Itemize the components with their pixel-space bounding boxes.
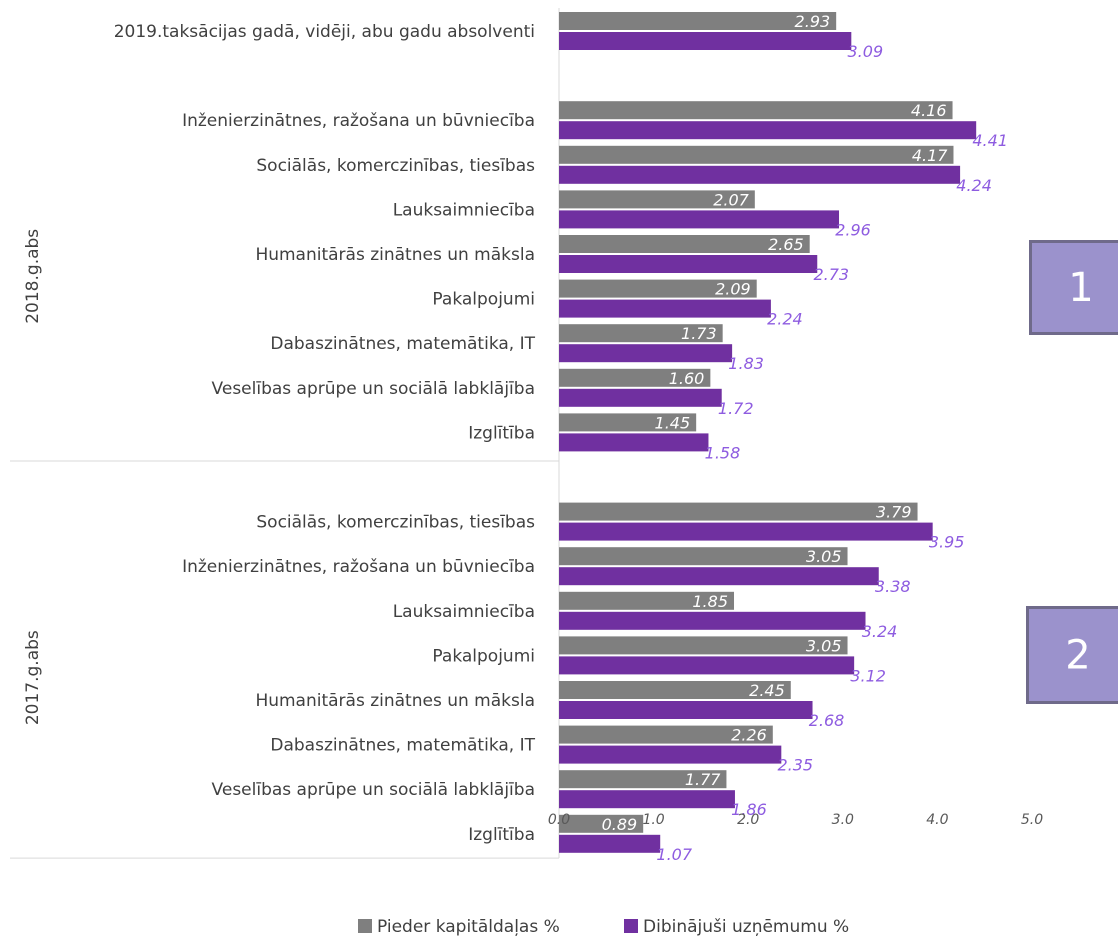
category-label: Izglītība [468, 423, 535, 443]
bar-series-b [559, 433, 708, 451]
data-label-series-b: 4.24 [956, 176, 992, 195]
data-label-series-b: 1.83 [728, 354, 764, 373]
x-tick-label: 3.0 [832, 812, 854, 828]
data-label-series-a: 2.45 [749, 681, 785, 700]
category-label: 2019.taksācijas gadā, vidēji, abu gadu a… [114, 22, 535, 42]
data-label-series-b: 4.41 [972, 131, 1008, 150]
category-label: Veselības aprūpe un sociālā labklājība [212, 379, 535, 399]
bar-series-b [559, 790, 735, 808]
bar-series-b [559, 166, 960, 184]
bar-series-b [559, 567, 879, 585]
data-label-series-a: 0.89 [602, 815, 638, 834]
data-label-series-b: 3.09 [848, 42, 884, 61]
data-label-series-b: 1.07 [656, 845, 692, 864]
bar-series-b [559, 255, 817, 273]
bar-series-b [559, 32, 851, 50]
data-label-series-b: 1.58 [705, 443, 741, 462]
data-label-series-a: 2.65 [768, 235, 804, 254]
category-label: Humanitārās zinātnes un māksla [255, 245, 535, 265]
data-label-series-a: 1.85 [692, 592, 728, 611]
bar-series-b [559, 121, 976, 139]
x-tick-label: 4.0 [926, 812, 948, 828]
data-label-series-b: 2.68 [809, 711, 845, 730]
x-tick-label: 0.0 [548, 812, 570, 828]
bar-series-b [559, 210, 839, 228]
bar-series-b [559, 746, 781, 764]
bar-series-b [559, 389, 722, 407]
group-label: 2017.g.abs [23, 630, 43, 725]
legend-swatch-series-a [358, 919, 372, 933]
bar-series-a [559, 503, 918, 521]
category-label: Izglītība [468, 825, 535, 845]
data-label-series-b: 2.35 [777, 756, 813, 775]
data-label-series-b: 2.73 [813, 265, 849, 284]
data-label-series-a: 1.77 [685, 770, 721, 789]
category-label: Sociālās, komerczinības, tiesības [256, 513, 535, 533]
legend-label-series-b: Dibinājuši uzņēmumu % [643, 917, 849, 937]
data-label-series-a: 1.45 [655, 413, 691, 432]
bar-series-b [559, 701, 813, 719]
data-label-series-b: 2.96 [835, 220, 871, 239]
legend-label-series-a: Pieder kapitāldaļas % [377, 917, 560, 937]
legend-swatch-series-b [624, 919, 638, 933]
data-label-series-a: 2.09 [715, 280, 751, 299]
data-label-series-b: 3.38 [875, 577, 911, 596]
data-label-series-b: 3.12 [850, 666, 886, 685]
data-label-series-b: 3.95 [929, 533, 965, 552]
data-label-series-a: 3.05 [806, 636, 842, 655]
category-label: Veselības aprūpe un sociālā labklājība [212, 780, 535, 800]
x-tick-label: 5.0 [1021, 812, 1043, 828]
bar-series-b [559, 835, 660, 853]
data-label-series-b: 2.24 [767, 310, 803, 329]
bar-series-a [559, 146, 953, 164]
bar-series-b [559, 523, 933, 541]
data-label-series-a: 3.79 [876, 503, 912, 522]
data-label-series-a: 4.16 [911, 101, 947, 120]
badge-number: 2 [1065, 633, 1090, 679]
category-label: Sociālās, komerczinības, tiesības [256, 156, 535, 176]
category-label: Dabaszinātnes, matemātika, IT [270, 736, 535, 756]
x-tick-label: 1.0 [642, 812, 664, 828]
bar-series-b [559, 656, 854, 674]
data-label-series-a: 2.26 [731, 726, 767, 745]
x-tick-label: 2.0 [737, 812, 759, 828]
data-label-series-b: 1.72 [718, 399, 754, 418]
bar-series-b [559, 344, 732, 362]
bar-series-a [559, 636, 848, 654]
data-label-series-b: 3.24 [862, 622, 898, 641]
data-label-series-a: 2.07 [713, 190, 749, 209]
data-label-series-a: 1.60 [669, 369, 705, 388]
category-label: Inženierzinātnes, ražošana un būvniecība [182, 111, 535, 131]
category-label: Humanitārās zinātnes un māksla [255, 691, 535, 711]
group-label: 2018.g.abs [23, 229, 43, 324]
bar-series-b [559, 612, 866, 630]
category-label: Lauksaimniecība [393, 602, 535, 622]
data-label-series-a: 4.17 [912, 146, 948, 165]
badge-number: 1 [1068, 265, 1093, 311]
category-label: Pakalpojumi [432, 646, 535, 666]
bar-series-a [559, 547, 848, 565]
bar-series-a [559, 101, 953, 119]
category-label: Inženierzinātnes, ražošana un būvniecība [182, 557, 535, 577]
data-label-series-a: 1.73 [681, 324, 717, 343]
data-label-series-a: 3.05 [806, 547, 842, 566]
category-label: Lauksaimniecība [393, 200, 535, 220]
category-label: Pakalpojumi [432, 290, 535, 310]
bar-series-b [559, 300, 771, 318]
category-label: Dabaszinātnes, matemātika, IT [270, 334, 535, 354]
data-label-series-a: 2.93 [795, 12, 831, 31]
